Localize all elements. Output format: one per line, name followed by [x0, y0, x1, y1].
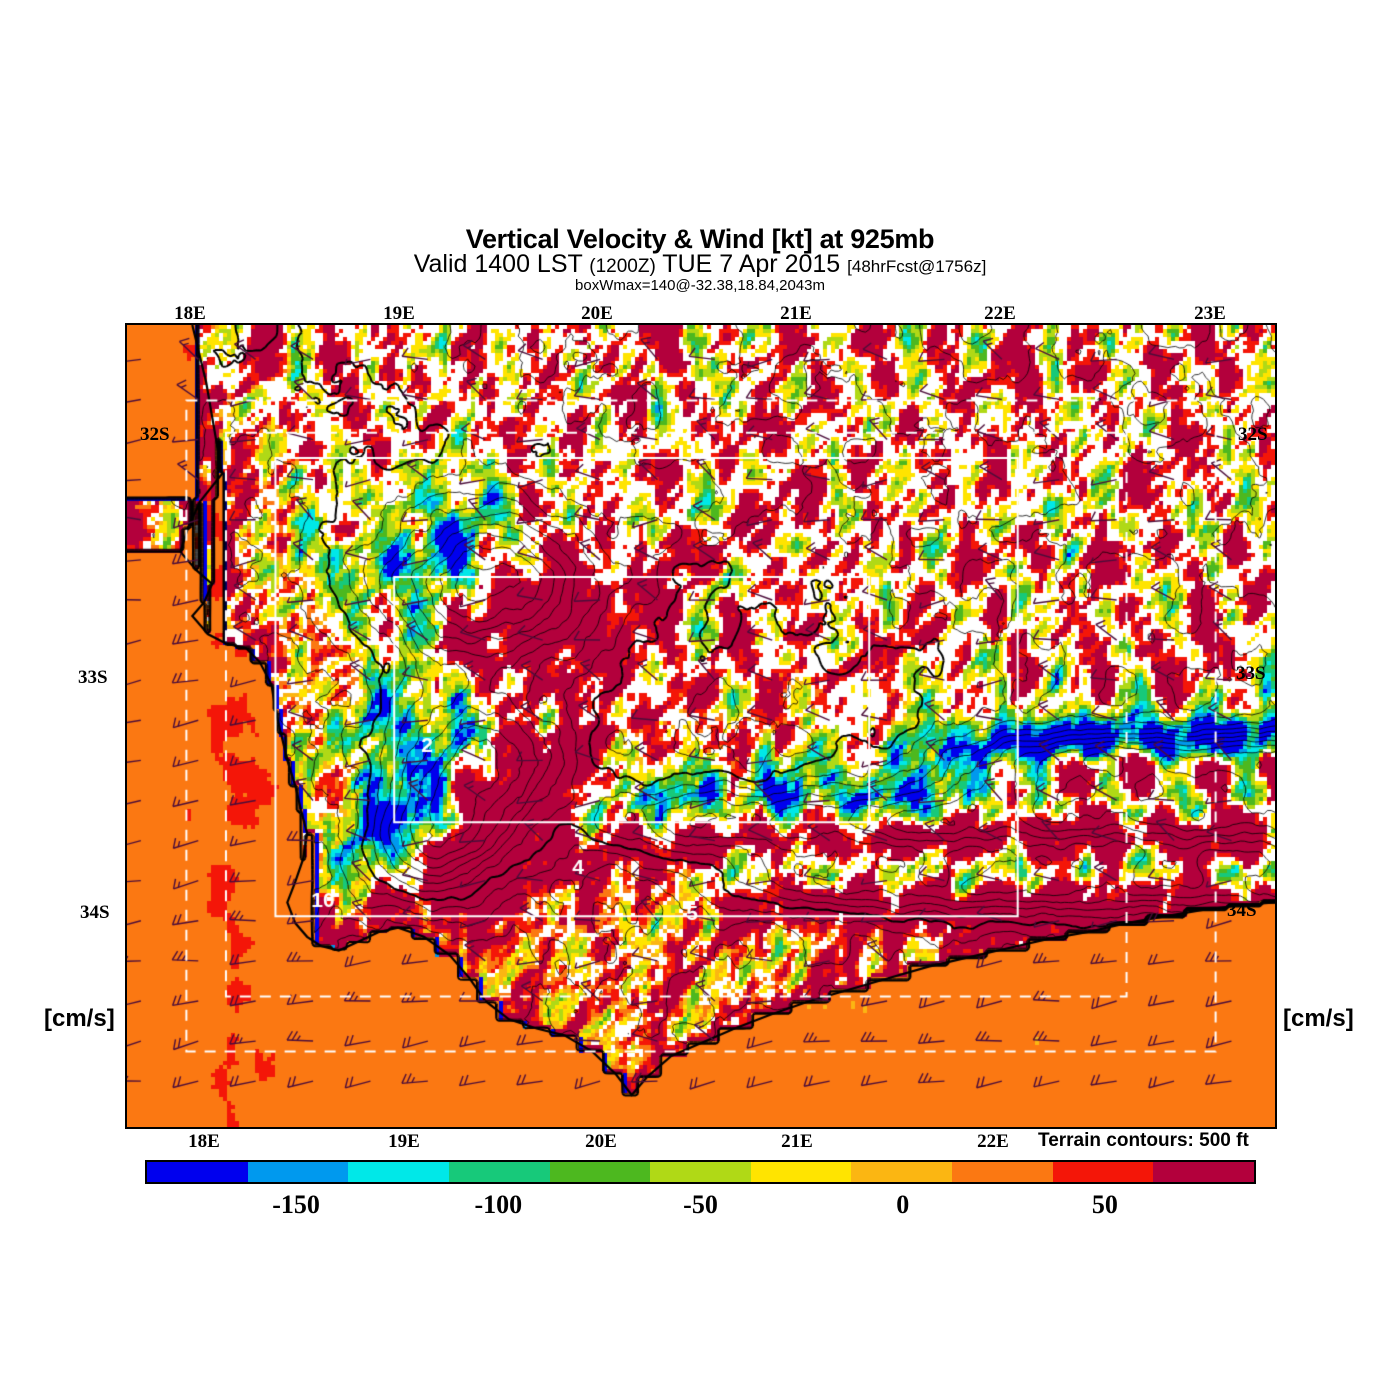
lon-label-top-21e: 21E: [780, 303, 812, 324]
lon-label-bottom-22e: 22E: [977, 1131, 1009, 1152]
colorbar-band-7: [851, 1162, 953, 1182]
lon-label-top-20e: 20E: [581, 303, 613, 324]
unit-label-left: [cm/s]: [44, 1005, 115, 1032]
lat-label-right-34s: 34S: [1227, 900, 1257, 921]
colorbar-band-5: [650, 1162, 751, 1182]
colorbar[interactable]: [145, 1160, 1256, 1184]
terrain-contour-note: Terrain contours: 500 ft: [1038, 1130, 1249, 1151]
lon-label-top-18e: 18E: [174, 303, 206, 324]
map-plot-area[interactable]: [125, 323, 1277, 1129]
lat-label-left-34s: 34S: [80, 902, 110, 923]
colorbar-tick-0: -150: [272, 1190, 320, 1219]
colorbar-tick-3: 0: [896, 1190, 910, 1219]
lat-label-right-33s: 33S: [1236, 663, 1266, 684]
lon-label-bottom-19e: 19E: [388, 1131, 420, 1152]
colorbar-band-1: [247, 1162, 349, 1182]
colorbar-tick-labels: -150 -100 -50 0 50: [0, 1190, 1400, 1222]
unit-label-right: [cm/s]: [1283, 1005, 1354, 1032]
subtitle-forecast-tag: [48hrFcst@1756z]: [847, 257, 987, 277]
page-title: Vertical Velocity & Wind [kt] at 925mb: [465, 224, 935, 254]
colorbar-band-0: [147, 1162, 248, 1182]
colorbar-tick-2: -50: [683, 1190, 718, 1219]
lat-label-left-33s: 33S: [78, 667, 108, 688]
boxwmax-annotation: boxWmax=140@-32.38,18.84,2043m: [575, 276, 825, 294]
colorbar-band-6: [750, 1162, 852, 1182]
colorbar-tick-4: 50: [1091, 1190, 1118, 1219]
colorbar-band-3: [448, 1162, 550, 1182]
vertical-velocity-field: [127, 325, 1275, 1127]
subtitle-valid-prefix: Valid 1400 LST: [413, 250, 590, 279]
subtitle: Valid 1400 LST (1200Z) TUE 7 Apr 2015 [4…: [0, 251, 1400, 277]
lon-label-top-22e: 22E: [984, 303, 1016, 324]
subtitle-valid-date: TUE 7 Apr 2015: [655, 250, 848, 279]
subtitle-valid-utc: (1200Z): [589, 256, 656, 278]
lon-label-bottom-18e: 18E: [188, 1131, 220, 1152]
colorbar-tick-1: -100: [474, 1190, 523, 1219]
lon-label-top-19e: 19E: [383, 303, 415, 324]
lon-label-top-23e: 23E: [1194, 303, 1226, 324]
colorbar-band-2: [348, 1162, 449, 1182]
colorbar-band-10: [1153, 1162, 1255, 1182]
colorbar-band-8: [952, 1162, 1053, 1182]
lat-label-left-32s: 32S: [140, 424, 170, 445]
title-block: Vertical Velocity & Wind [kt] at 925mb V…: [0, 225, 1400, 293]
lon-label-bottom-21e: 21E: [781, 1131, 813, 1152]
lon-label-bottom-20e: 20E: [585, 1131, 617, 1152]
colorbar-band-4: [549, 1162, 651, 1182]
lat-label-right-32s: 32S: [1238, 424, 1268, 445]
colorbar-band-9: [1052, 1162, 1154, 1182]
